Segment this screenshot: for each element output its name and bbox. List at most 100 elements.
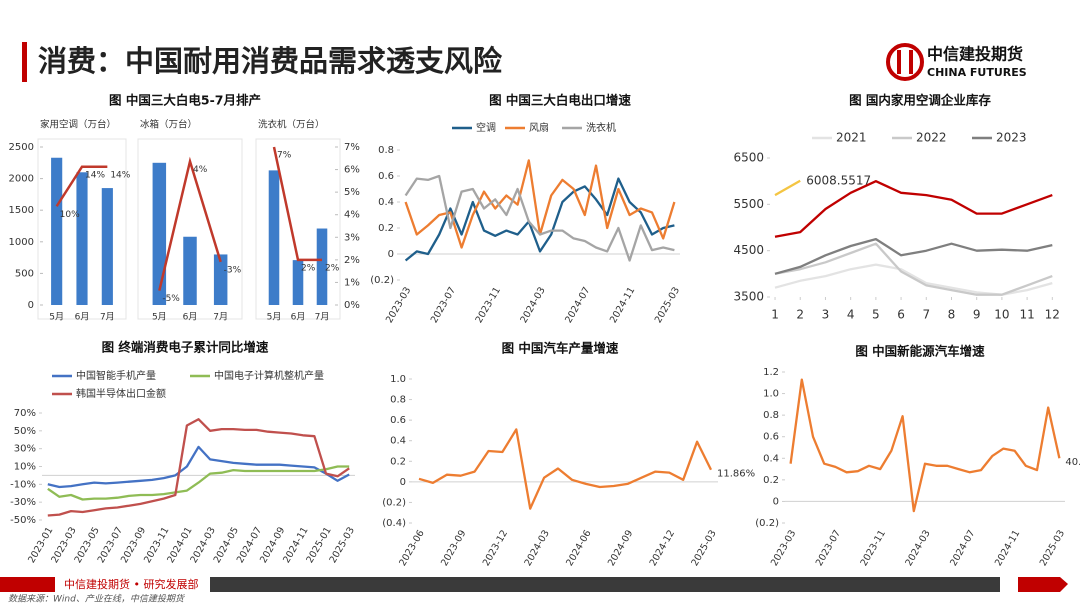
x-tick-label: 9 (973, 308, 981, 322)
y-tick-label: 6500 (733, 151, 764, 165)
logo-en: CHINA FUTURES (927, 66, 1027, 79)
panel-label: 冰箱（万台） (140, 119, 197, 131)
footer-arrow (1018, 577, 1068, 592)
x-tick-label: 2024-03 (903, 528, 932, 568)
legend-label: 空调 (476, 121, 496, 134)
y-tick-label: 0.4 (390, 436, 406, 447)
line (404, 177, 675, 262)
legend-label: 韩国半导体出口金额 (76, 387, 166, 400)
y-tick-label: 3500 (733, 290, 764, 304)
x-tick-label: 7月 (213, 312, 228, 323)
y-tick-label: 2000 (9, 174, 34, 185)
legend-label: 2021 (836, 131, 867, 145)
y-tick-label: (0.2) (382, 497, 406, 508)
x-tick-label: 1 (771, 308, 779, 322)
y2-tick-label: 0% (344, 300, 360, 311)
panel-label: 洗衣机（万台） (258, 119, 325, 131)
x-tick-label: 5月 (49, 312, 64, 323)
legend-label: 2023 (996, 131, 1027, 145)
y-tick-label: 0.2 (763, 475, 779, 486)
x-tick-label: 2024-07 (948, 528, 977, 568)
y-tick-label: 0.2 (390, 456, 406, 467)
data-label: -5% (162, 294, 180, 304)
bar (152, 162, 167, 305)
y-tick-label: (0.4) (382, 518, 406, 529)
legend-label: 洗衣机 (586, 121, 616, 134)
y-tick-label: 0.8 (390, 395, 406, 406)
bar (51, 157, 63, 305)
x-tick-label: 2024-03 (518, 285, 547, 325)
y-tick-label: 0 (28, 300, 34, 311)
line (47, 465, 350, 501)
bar (316, 228, 328, 305)
y-tick-label: 1500 (9, 205, 34, 216)
line (774, 180, 1053, 238)
y-tick-label: 70% (14, 408, 36, 419)
line (47, 418, 350, 517)
bar (268, 170, 280, 305)
y-tick-label: 0.4 (763, 453, 779, 464)
x-tick-label: 2023-06 (397, 528, 426, 568)
x-tick-label: 7 (922, 308, 930, 322)
line (47, 445, 350, 489)
y-tick-label: 0.4 (378, 197, 394, 208)
x-tick-label: 2023-09 (439, 528, 468, 568)
y2-tick-label: 1% (344, 277, 360, 288)
x-tick-label: 5月 (267, 312, 282, 323)
x-tick-label: 2024-03 (523, 528, 552, 568)
chart-title: 图 中国三大白电出口增速 (489, 93, 631, 108)
x-tick-label: 2024-11 (993, 528, 1022, 568)
x-tick-label: 2023-12 (481, 528, 510, 568)
y2-tick-label: 6% (344, 165, 360, 176)
x-tick-label: 6月 (75, 312, 90, 323)
chart-title: 图 中国新能源汽车增速 (855, 344, 985, 359)
y-tick-label: 1.0 (390, 374, 406, 385)
y2-tick-label: 7% (344, 142, 360, 153)
y2-tick-label: 5% (344, 187, 360, 198)
y-tick-label: 50% (14, 426, 36, 437)
y-tick-label: 0.2 (378, 223, 394, 234)
panel-frame (37, 138, 127, 320)
x-tick-label: 3 (822, 308, 830, 322)
x-tick-label: 2024-06 (564, 528, 593, 568)
x-tick-label: 2023-07 (814, 528, 843, 568)
bar (292, 260, 304, 305)
x-tick-label: 4 (847, 308, 855, 322)
y-tick-label: -30% (10, 497, 36, 508)
data-label: 6008.5517 (806, 173, 871, 187)
x-tick-label: 2023-03 (384, 285, 413, 325)
y-tick-label: 1.0 (763, 389, 779, 400)
data-label: 10% (60, 210, 80, 220)
y-tick-label: 0.8 (763, 410, 779, 421)
line (774, 237, 1053, 275)
y-tick-label: 0 (388, 249, 394, 260)
panel-label: 家用空调（万台） (40, 119, 116, 131)
y-tick-label: 1.2 (763, 367, 779, 378)
line (789, 378, 1061, 513)
x-tick-label: 2024-07 (563, 285, 592, 325)
y-tick-label: 2500 (9, 142, 34, 153)
y-tick-label: 500 (15, 268, 34, 279)
bar (213, 254, 228, 305)
y-tick-label: 0.6 (390, 415, 406, 426)
y-tick-label: 0.8 (378, 145, 394, 156)
x-tick-label: 11 (1019, 308, 1034, 322)
x-tick-label: 6月 (183, 312, 198, 323)
legend-label: 2022 (916, 131, 947, 145)
y-tick-label: 0.6 (378, 171, 394, 182)
data-label: 40.09% (1065, 457, 1080, 468)
legend-label: 中国智能手机产量 (76, 369, 156, 382)
line (404, 174, 675, 262)
logo-icon (886, 43, 924, 81)
line (774, 179, 801, 197)
chart-title: 图 中国三大白电5-7月排产 (109, 93, 261, 108)
x-tick-label: 2025-03 (653, 285, 682, 325)
y-tick-label: (0.2) (755, 518, 779, 529)
line (272, 146, 322, 262)
data-label: 11.86% (717, 469, 755, 480)
x-tick-label: 2025-03 (1038, 528, 1067, 568)
x-tick-label: 7月 (100, 312, 115, 323)
x-tick-label: 2023-07 (429, 285, 458, 325)
x-tick-label: 5月 (152, 312, 167, 323)
